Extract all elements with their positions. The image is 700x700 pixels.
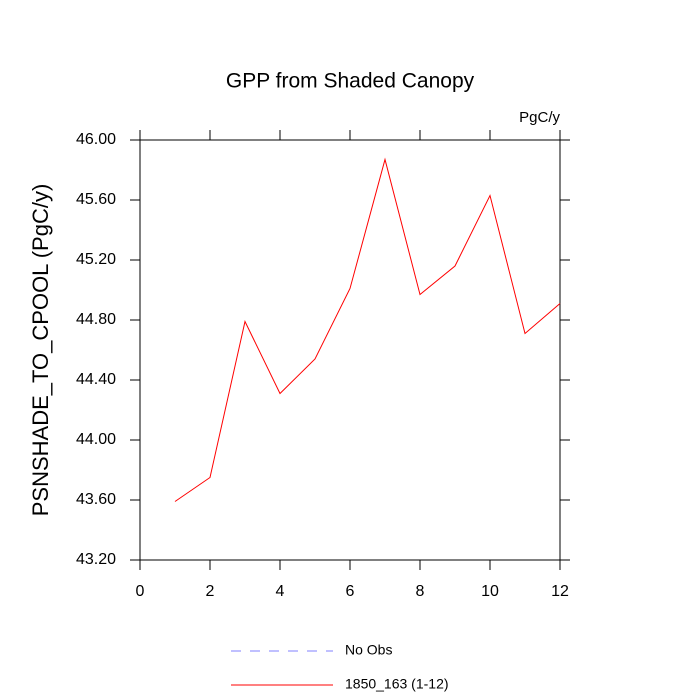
x-tick-label: 6	[346, 583, 355, 600]
y-tick-label: 43.20	[76, 551, 116, 568]
units-label: PgC/y	[519, 109, 560, 126]
y-tick-label: 45.20	[76, 251, 116, 268]
legend-label: 1850_163 (1-12)	[345, 676, 449, 692]
plot-frame	[139, 139, 561, 561]
x-tick-label: 12	[551, 583, 569, 600]
x-tick-label: 0	[136, 583, 145, 600]
x-tick-label: 4	[276, 583, 285, 600]
y-tick-label: 44.00	[76, 431, 116, 448]
x-tick-label: 2	[206, 583, 215, 600]
y-tick-label: 46.00	[76, 131, 116, 148]
x-tick-label: 8	[416, 583, 425, 600]
y-tick-label: 44.80	[76, 311, 116, 328]
y-tick-label: 43.60	[76, 491, 116, 508]
y-axis-label: PSNSHADE_TO_CPOOL (PgC/y)	[28, 184, 53, 517]
legend-label: No Obs	[345, 642, 392, 658]
y-tick-label: 44.40	[76, 371, 116, 388]
chart-title: GPP from Shaded Canopy	[226, 70, 475, 93]
data-line	[174, 157, 561, 502]
x-tick-label: 10	[481, 583, 499, 600]
y-tick-label: 45.60	[76, 191, 116, 208]
